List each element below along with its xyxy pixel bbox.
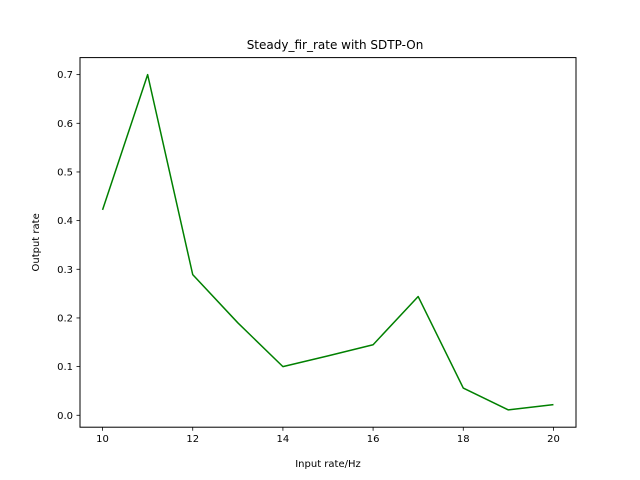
y-tick-label: 0.0 — [57, 411, 73, 422]
series-group — [101, 73, 554, 411]
y-tick-label: 0.5 — [57, 167, 73, 178]
x-tick-label: 12 — [186, 434, 199, 445]
y-tick-label: 0.1 — [57, 362, 73, 373]
x-tick-label: 14 — [277, 434, 290, 445]
series-line — [101, 73, 554, 411]
y-tick-label: 0.3 — [57, 265, 73, 276]
y-tick-label: 0.2 — [57, 313, 73, 324]
x-tick-label: 20 — [547, 434, 560, 445]
x-tick-label: 10 — [96, 434, 109, 445]
y-tick-label: 0.7 — [57, 70, 73, 81]
y-axis-ticks: 0.0 0.1 0.2 0.3 0.4 0.5 0.6 0.7 — [57, 70, 80, 422]
y-tick-label: 0.4 — [57, 216, 73, 227]
x-axis-ticks: 10 12 14 16 18 20 — [96, 427, 560, 445]
y-tick-label: 0.6 — [57, 119, 73, 130]
plot-frame — [79, 57, 577, 428]
y-axis-label: Output rate — [31, 213, 42, 271]
x-axis-label: Input rate/Hz — [295, 459, 361, 470]
x-tick-label: 16 — [367, 434, 380, 445]
chart-title: Steady_fir_rate with SDTP-On — [247, 38, 424, 52]
x-tick-label: 18 — [457, 434, 470, 445]
